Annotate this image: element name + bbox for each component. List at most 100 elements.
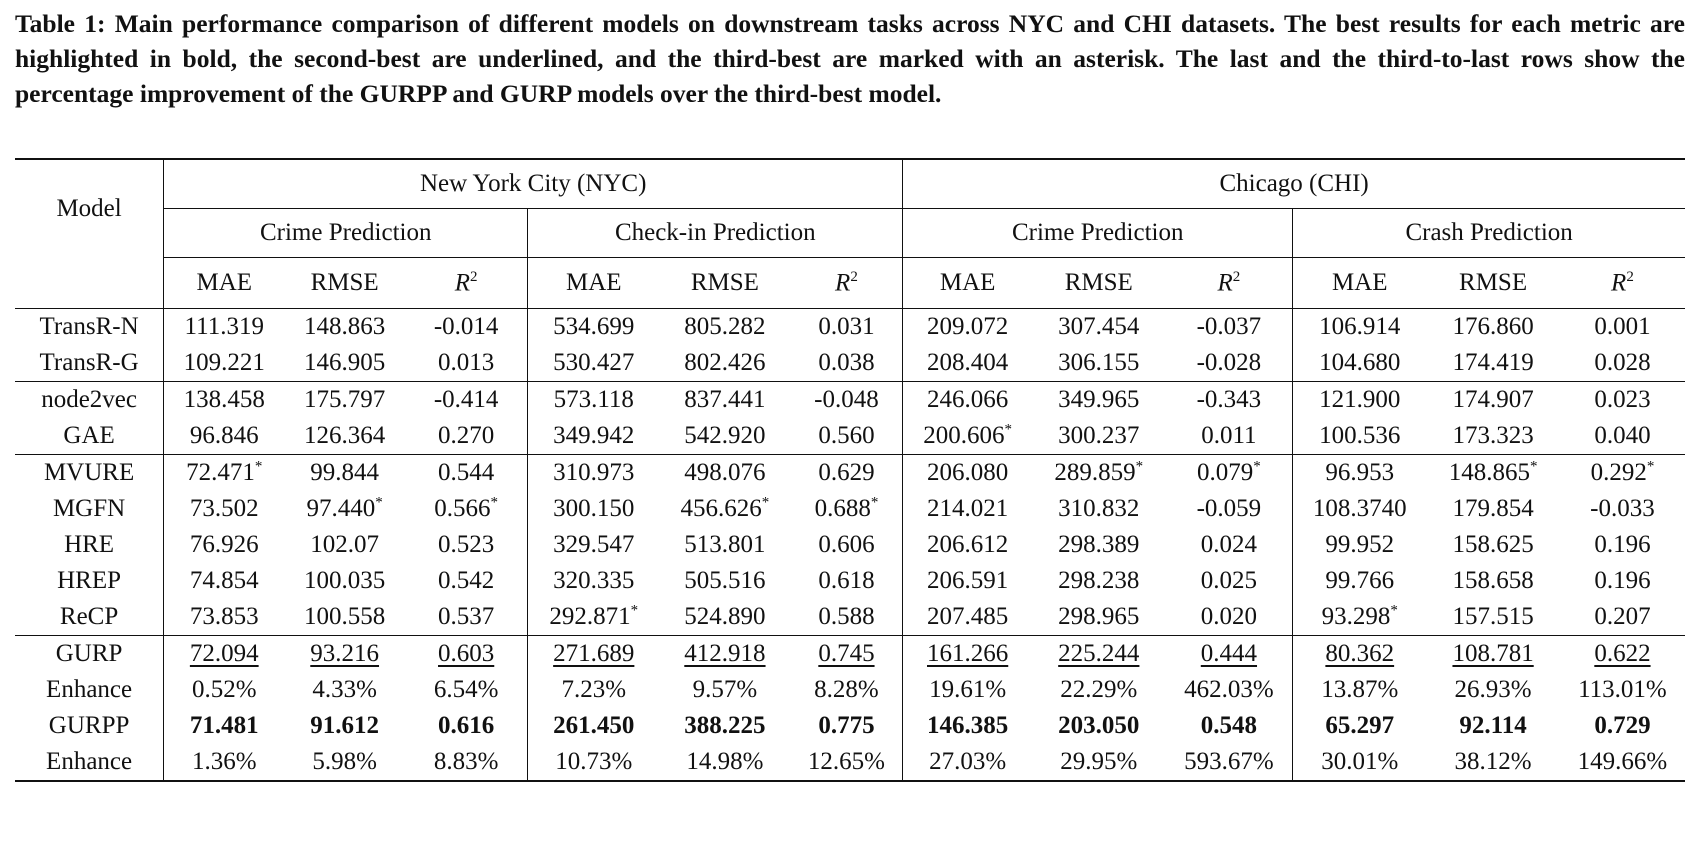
table-cell: 146.385 <box>902 708 1033 744</box>
cell-value: 456.626* <box>680 494 770 523</box>
table-cell: 349.965 <box>1032 381 1166 418</box>
table-cell: 72.094 <box>163 635 285 672</box>
table-row: HRE 76.926 102.07 0.523 329.547 513.801 0.606 2… <box>15 527 1685 563</box>
table-cell: 65.297 <box>1292 708 1427 744</box>
table-cell: 206.591 <box>902 563 1033 599</box>
cell-value: 0.618 <box>818 567 875 594</box>
table-cell: 0.028 <box>1560 345 1685 382</box>
task-header: Crime Prediction <box>902 208 1293 258</box>
cell-value: 13.87% <box>1321 676 1399 703</box>
model-name: GURPP <box>48 712 130 739</box>
cell-value: 26.93% <box>1454 676 1532 703</box>
table-cell: 0.560 <box>791 418 903 455</box>
cell-value: 29.95% <box>1060 748 1138 775</box>
table-cell: -0.343 <box>1165 381 1293 418</box>
table-cell: 97.440* <box>284 491 405 527</box>
cell-value: 0.606 <box>818 531 875 558</box>
cell-value: 126.364 <box>304 422 386 449</box>
table-cell: 207.485 <box>902 599 1033 636</box>
cell-value: 10.73% <box>555 748 633 775</box>
table-cell: 0.013 <box>405 345 528 382</box>
cell-value: 80.362 <box>1325 640 1395 667</box>
table-cell: 214.021 <box>902 491 1033 527</box>
cell-value: 300.150 <box>553 495 635 522</box>
table-cell: 0.688* <box>791 491 903 527</box>
table-cell: 292.871* <box>527 599 660 636</box>
table-cell: 298.965 <box>1032 599 1166 636</box>
cell-value: 0.729 <box>1594 712 1651 739</box>
table-cell: 99.844 <box>284 454 405 491</box>
table-row: Enhance 1.36% 5.98% 8.83% 10.73% 14.98% 12.65%… <box>15 744 1685 781</box>
table-cell: 108.3740 <box>1292 491 1427 527</box>
table-cell: 805.282 <box>659 308 791 345</box>
table-cell: -0.048 <box>790 381 903 418</box>
cell-value: 0.560 <box>818 422 875 449</box>
cell-value: 0.040 <box>1594 422 1651 449</box>
table-cell: 14.98% <box>659 744 790 781</box>
model-name: MGFN <box>52 495 126 522</box>
cell-value: 148.863 <box>304 313 386 340</box>
table-cell: 161.266 <box>902 635 1033 672</box>
metric-header: R2 <box>1611 268 1634 297</box>
table-cell: 530.427 <box>527 345 660 382</box>
cell-value: 100.035 <box>304 567 386 594</box>
table-cell: 100.035 <box>284 563 405 599</box>
table-cell: 0.025 <box>1166 563 1293 599</box>
table-cell: 208.404 <box>902 345 1033 382</box>
cell-value: -0.343 <box>1196 386 1262 413</box>
cell-value: 1.36% <box>191 748 257 775</box>
table-cell: -0.014 <box>404 308 528 345</box>
cell-value: 6.54% <box>433 676 499 703</box>
cell-value: 146.905 <box>304 349 386 376</box>
cell-value: 206.591 <box>927 567 1009 594</box>
cell-value: 108.781 <box>1452 640 1534 667</box>
table-cell: 179.854 <box>1426 491 1560 527</box>
cell-value: 74.854 <box>189 567 259 594</box>
cell-value: 0.616 <box>438 712 495 739</box>
table-cell: 96.846 <box>163 418 285 455</box>
model-name: Enhance <box>46 676 133 703</box>
table-cell: 271.689 <box>527 635 660 672</box>
cell-value: 0.024 <box>1200 531 1258 558</box>
table-cell: 7.23% <box>527 672 660 708</box>
cell-value: 593.67% <box>1184 748 1274 775</box>
cell-value: 0.537 <box>438 603 495 630</box>
table-cell: 0.207 <box>1560 599 1685 636</box>
table-cell: 0.079* <box>1165 454 1293 491</box>
header-row-city: Model New York City (NYC) Chicago (CHI) <box>15 159 1685 222</box>
cell-value: 225.244 <box>1058 640 1140 667</box>
table-row: MGFN 73.502 97.440* 0.566* 300.150 456.626* 0.… <box>15 491 1685 527</box>
table-cell: 10.73% <box>527 744 660 781</box>
table-cell: 73.853 <box>163 599 285 636</box>
table-cell: 100.558 <box>284 599 405 636</box>
table-cell: 307.454 <box>1032 308 1166 345</box>
table-cell: 27.03% <box>902 744 1033 781</box>
cell-value: 72.471* <box>186 458 263 487</box>
cell-value: 19.61% <box>929 676 1007 703</box>
cell-value: 0.020 <box>1200 603 1258 630</box>
table-cell: 225.244 <box>1032 635 1166 672</box>
table-cell: 146.905 <box>284 345 405 382</box>
table-cell: 9.57% <box>659 672 790 708</box>
table-row: TransR-G 109.221 146.905 0.013 530.427 802.42… <box>15 345 1685 382</box>
table-cell: 30.01% <box>1292 744 1427 781</box>
cell-value: 158.625 <box>1452 531 1534 558</box>
cell-value: 149.66% <box>1577 748 1668 775</box>
table-cell: 310.973 <box>527 454 660 491</box>
table-cell: 157.515 <box>1426 599 1560 636</box>
cell-value: 310.973 <box>553 459 635 486</box>
table-cell: 388.225 <box>659 708 790 744</box>
table-cell: 1.36% <box>163 744 285 781</box>
model-name: ReCP <box>59 603 119 630</box>
table-cell: 412.918 <box>659 635 791 672</box>
model-name: GAE <box>63 422 115 449</box>
table-cell: 0.606 <box>791 527 903 563</box>
cell-value: 805.282 <box>684 313 766 340</box>
table-cell: 0.537 <box>405 599 528 636</box>
table-cell: 306.155 <box>1032 345 1166 382</box>
task-header: Crash Prediction <box>1292 208 1685 258</box>
table-cell: 5.98% <box>284 744 405 781</box>
cell-value: 0.001 <box>1594 313 1651 340</box>
cell-value: 292.871* <box>549 602 639 631</box>
cell-value: 121.900 <box>1319 386 1401 413</box>
